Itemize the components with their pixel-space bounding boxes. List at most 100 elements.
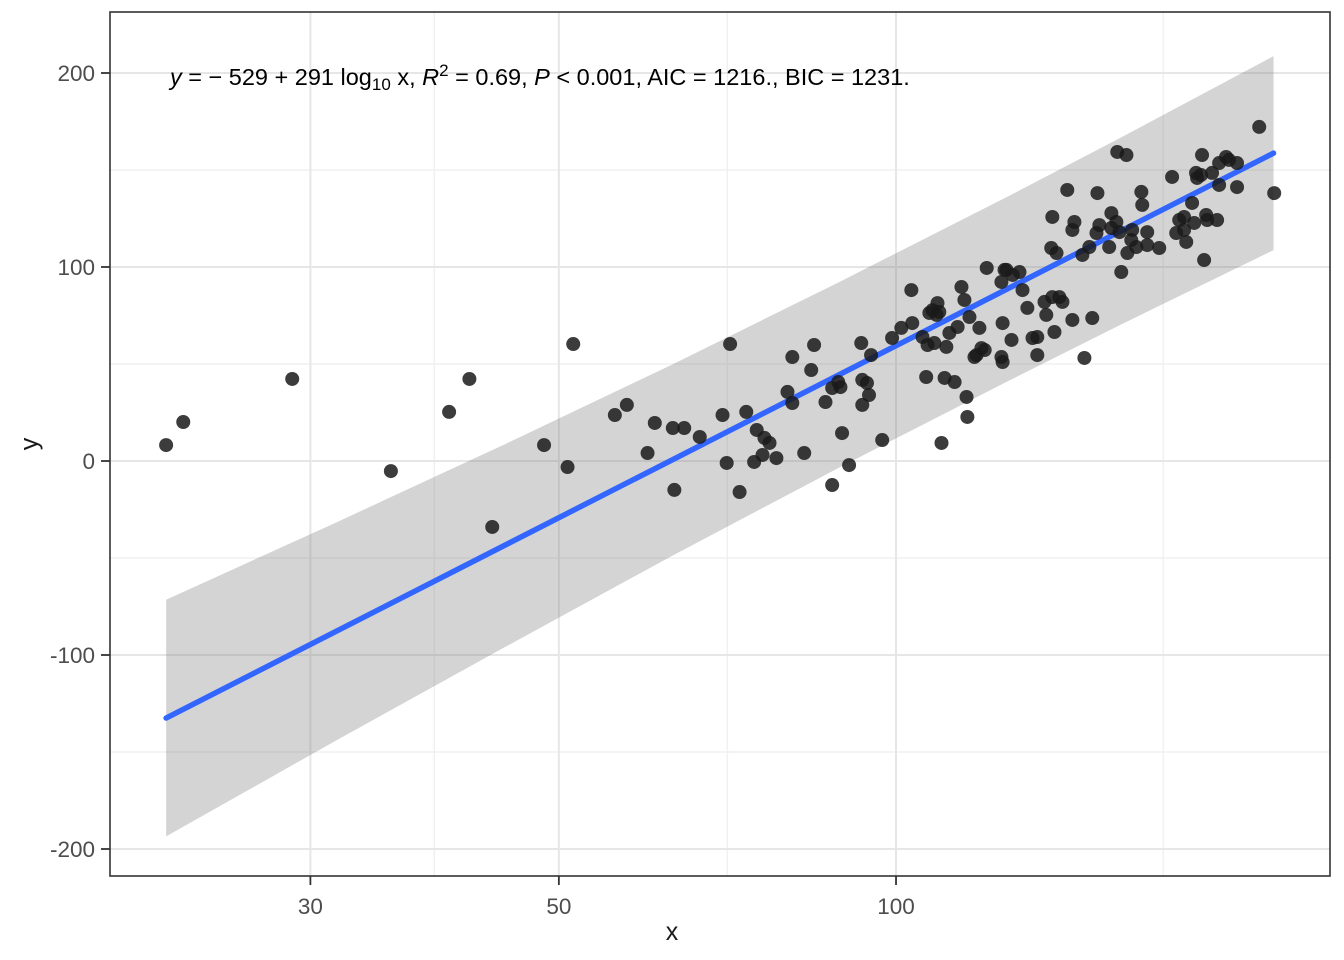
scatter-point (785, 350, 800, 365)
scatter-point (994, 274, 1009, 289)
scatter-point (995, 316, 1010, 331)
y-tick-label: 0 (82, 449, 95, 474)
scatter-point (833, 380, 848, 395)
scatter-point (785, 395, 800, 410)
scatter-point (1177, 222, 1192, 237)
scatter-point (677, 421, 692, 436)
scatter-point (1004, 332, 1019, 347)
scatter-point (1015, 283, 1030, 298)
scatter-point (285, 371, 300, 386)
scatter-point (804, 363, 819, 378)
scatter-point (1012, 265, 1027, 280)
confidence-band (166, 56, 1274, 837)
scatter-point (1092, 218, 1107, 233)
scatter-point (875, 433, 890, 448)
scatter-point (1134, 184, 1149, 199)
y-tick-label: -100 (50, 643, 95, 668)
scatter-point (442, 404, 457, 419)
scatter-point (1252, 119, 1267, 134)
scatter-point (1039, 307, 1054, 322)
scatter-point (780, 384, 795, 399)
x-tick-label: 50 (546, 894, 571, 919)
scatter-point (1129, 240, 1144, 255)
scatter-point (1185, 195, 1200, 210)
scatter-point (176, 415, 191, 430)
scatter-point (797, 446, 812, 461)
scatter-point (566, 337, 581, 352)
scatter-point (1020, 300, 1035, 315)
scatter-point (835, 426, 850, 441)
scatter-point (607, 408, 622, 423)
y-tick-label: 100 (57, 255, 95, 280)
scatter-point (1085, 311, 1100, 326)
scatter-point (859, 376, 874, 391)
scatter-point (1090, 186, 1105, 201)
scatter-point (927, 336, 942, 351)
scatter-point (854, 336, 869, 351)
scatter-point (1030, 348, 1045, 363)
scatter-point (383, 464, 398, 479)
scatter-point (807, 337, 822, 352)
scatter-point (159, 438, 174, 453)
x-axis-title: x (665, 918, 679, 946)
scatter-point (1165, 169, 1180, 184)
annotation-part: = − 529 + 291 log (181, 64, 372, 90)
scatter-point (1060, 182, 1075, 197)
scatter-point (537, 438, 552, 453)
scatter-point (1112, 225, 1127, 240)
scatter-point (1045, 209, 1060, 224)
scatter-point (769, 451, 784, 466)
scatter-point (950, 319, 965, 334)
scatter-point (1179, 234, 1194, 249)
scatter-point (1230, 156, 1245, 171)
scatter-point (462, 371, 477, 386)
annotation-part: 10 (371, 75, 391, 94)
scatter-point (1067, 214, 1082, 229)
scatter-point (1230, 180, 1245, 195)
annotation-part: = 0.69, (448, 64, 535, 90)
scatter-point (1047, 324, 1062, 339)
scatter-point (667, 482, 682, 497)
scatter-point (842, 458, 857, 473)
x-tick-label: 100 (877, 894, 915, 919)
scatter-point (1152, 240, 1167, 255)
scatter-point (1193, 168, 1208, 183)
scatter-point (1210, 213, 1225, 228)
scatter-point (692, 429, 707, 444)
scatter-point (959, 389, 974, 404)
scatter-point (972, 320, 987, 335)
scatter-point (1140, 238, 1155, 253)
scatter-point (939, 339, 954, 354)
annotation-part: y (170, 64, 182, 90)
scatter-point (954, 279, 969, 294)
scatter-point (1030, 330, 1045, 345)
scatter-point (1212, 177, 1227, 192)
annotation-part: < 0.001, AIC = 1216., BIC = 1231. (549, 64, 910, 90)
scatter-point (619, 397, 634, 412)
scatter-point (1114, 265, 1129, 280)
scatter-point (885, 331, 900, 346)
scatter-point (1135, 197, 1150, 212)
annotation-part: P (534, 64, 550, 90)
scatter-point (904, 283, 919, 298)
scatter-point (960, 409, 975, 424)
scatter-point (947, 375, 962, 390)
y-tick-label: 200 (57, 61, 95, 86)
scatter-point (1197, 253, 1212, 268)
scatter-point (977, 343, 992, 358)
scatter-point (862, 388, 877, 403)
panel-border (109, 11, 1331, 877)
scatter-point (723, 337, 738, 352)
scatter-point (1049, 246, 1064, 261)
scatter-point (962, 310, 977, 325)
x-tick-label: 30 (298, 894, 323, 919)
scatter-point (905, 316, 920, 331)
scatter-point (1195, 148, 1210, 163)
annotation-part: x, (390, 64, 423, 90)
regression-equation-annotation: y = − 529 + 291 log10 x, R2 = 0.69, P < … (170, 62, 910, 94)
scatter-point (932, 305, 947, 320)
y-axis-title: y (15, 437, 44, 451)
scatter-point (1077, 350, 1092, 365)
